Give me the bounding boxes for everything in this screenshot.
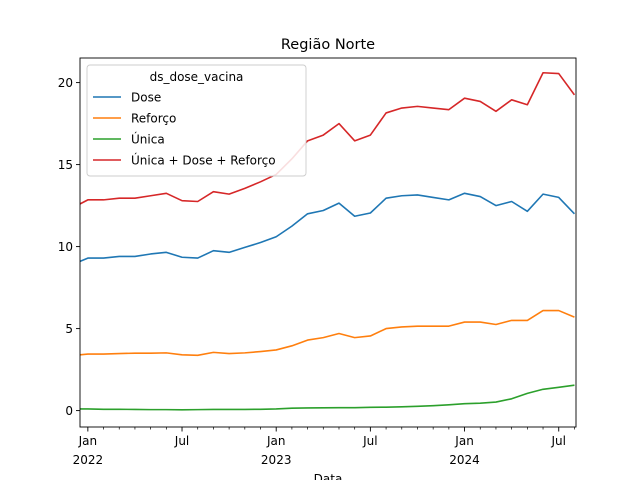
series-line-2 — [80, 309, 575, 357]
series-layer — [80, 71, 576, 411]
x-axis-label: Data — [314, 472, 343, 480]
x-tick-label: Jul — [174, 434, 189, 448]
x-tick-label: Jan — [78, 434, 98, 448]
y-tick-label: 5 — [65, 322, 73, 336]
legend-label-1: Dose — [131, 91, 161, 105]
y-axis: 0 5 10 15 20 — [58, 76, 80, 418]
legend: ds_dose_vacina Dose Reforço Única Única + D… — [86, 64, 307, 177]
series-line-4 — [80, 71, 576, 205]
x-tick-label: Jul — [362, 434, 377, 448]
x-tick-year-label: 2022 — [73, 453, 104, 467]
legend-title: ds_dose_vacina — [150, 70, 244, 84]
y-tick-label: 10 — [58, 240, 73, 254]
series-line-3 — [80, 384, 575, 411]
legend-label-4: Única + Dose + Reforço — [131, 153, 276, 168]
x-tick-year-label: 2024 — [449, 453, 480, 467]
x-tick-label: Jan — [266, 434, 286, 448]
x-axis: Jan 2022 Jul Jan 2023 Jul Jan 2024 Jul — [73, 427, 575, 467]
x-tick-label: Jan — [454, 434, 474, 448]
legend-label-2: Reforço — [131, 112, 176, 126]
y-tick-label: 0 — [65, 404, 73, 418]
x-tick-label: Jul — [550, 434, 565, 448]
y-tick-label: 20 — [58, 76, 73, 90]
x-tick-year-label: 2023 — [261, 453, 292, 467]
legend-label-3: Única — [131, 132, 165, 147]
legend-box — [86, 64, 307, 177]
plot-frame — [79, 57, 577, 428]
series-line-1 — [80, 192, 576, 263]
y-tick-label: 15 — [58, 158, 73, 172]
chart-title: Região Norte — [281, 37, 375, 53]
